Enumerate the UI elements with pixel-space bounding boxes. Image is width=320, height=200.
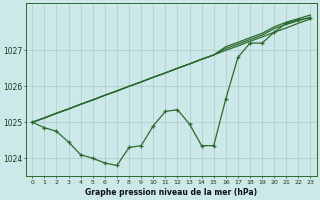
X-axis label: Graphe pression niveau de la mer (hPa): Graphe pression niveau de la mer (hPa) xyxy=(85,188,257,197)
